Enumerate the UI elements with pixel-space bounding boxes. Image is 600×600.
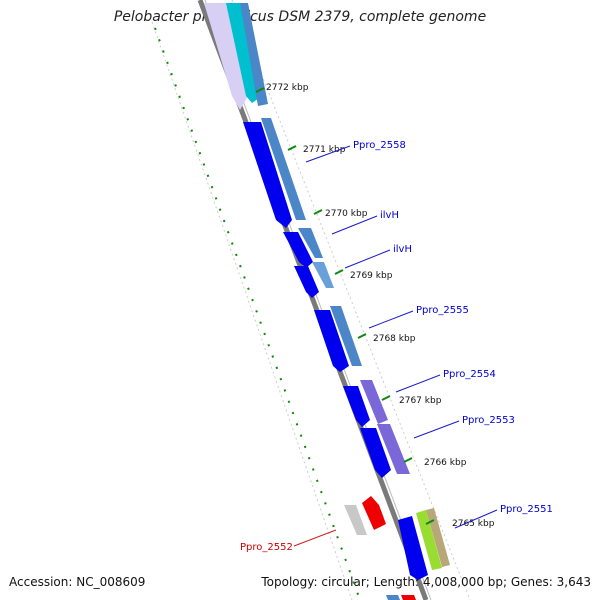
label-leaders [293, 145, 498, 547]
gene-label[interactable]: ilvH [380, 210, 399, 221]
gene-labels: Ppro_2558 ilvH ilvH Ppro_2555 Ppro_2554 … [240, 140, 553, 553]
genome-summary: Topology: circular; Length: 4,008,000 bp… [261, 575, 591, 589]
ruler-tick-label: 2768 kbp [373, 334, 416, 344]
gene-feature[interactable] [314, 310, 349, 372]
leader-line [293, 529, 337, 547]
ruler-tick [403, 457, 413, 463]
ruler-tick [381, 395, 391, 401]
gene-feature[interactable] [312, 262, 334, 288]
gene-label[interactable]: Ppro_2553 [462, 415, 515, 426]
gene-feature[interactable] [344, 505, 367, 535]
leader-line [344, 249, 391, 269]
ruler-tick [313, 209, 323, 215]
gene-feature[interactable] [330, 306, 362, 366]
gene-label[interactable]: Ppro_2554 [443, 369, 496, 380]
gene-feature[interactable] [261, 118, 306, 220]
leader-line [305, 145, 351, 163]
leader-line [454, 509, 498, 529]
ruler-tick-label: 2771 kbp [303, 145, 346, 155]
accession-label: Accession: NC_008609 [9, 575, 146, 589]
gene-feature[interactable] [401, 595, 416, 600]
leader-line [395, 374, 441, 393]
gene-features [204, 3, 450, 600]
gene-feature[interactable] [240, 3, 268, 106]
gene-feature[interactable] [362, 496, 386, 530]
gene-label[interactable]: Ppro_2555 [416, 305, 469, 316]
gene-feature[interactable] [204, 3, 248, 110]
gene-label[interactable]: Ppro_2558 [353, 140, 406, 151]
gene-feature[interactable] [343, 386, 370, 427]
ruler-tick [334, 269, 344, 275]
gene-feature[interactable] [398, 516, 428, 580]
gene-feature[interactable] [386, 595, 400, 600]
ruler-tick [255, 87, 265, 93]
leader-line [413, 420, 460, 439]
ruler-tick [287, 145, 297, 151]
ruler-tick-label: 2770 kbp [325, 209, 368, 219]
leader-line [368, 310, 414, 329]
gene-feature[interactable] [360, 380, 388, 424]
gene-feature[interactable] [377, 424, 410, 474]
gene-feature[interactable] [294, 266, 319, 298]
leader-line [331, 215, 378, 235]
gene-feature[interactable] [298, 228, 323, 258]
ruler-tick-label: 2769 kbp [350, 271, 393, 281]
feature-band-left-edge [151, 21, 353, 600]
gene-feature[interactable] [226, 3, 262, 103]
gene-feature[interactable] [283, 232, 313, 268]
gene-label[interactable]: ilvH [393, 244, 412, 255]
ruler-tick [357, 333, 367, 339]
gene-label[interactable]: Ppro_2552 [240, 542, 293, 553]
ruler-tick-label: 2766 kbp [424, 458, 467, 468]
ruler-tick [425, 519, 435, 525]
gene-feature[interactable] [360, 428, 391, 478]
ruler-tick-label: 2772 kbp [266, 83, 309, 93]
ruler-tick-label: 2765 kbp [452, 519, 495, 529]
ruler-labels: 2772 kbp 2771 kbp 2770 kbp 2769 kbp 2768… [266, 83, 495, 529]
gene-label[interactable]: Ppro_2551 [500, 504, 553, 515]
gene-feature[interactable] [416, 510, 442, 570]
inner-ticks [255, 87, 435, 525]
ruler-tick-label: 2767 kbp [399, 396, 442, 406]
gene-feature[interactable] [243, 122, 292, 228]
gene-feature[interactable] [426, 508, 450, 567]
